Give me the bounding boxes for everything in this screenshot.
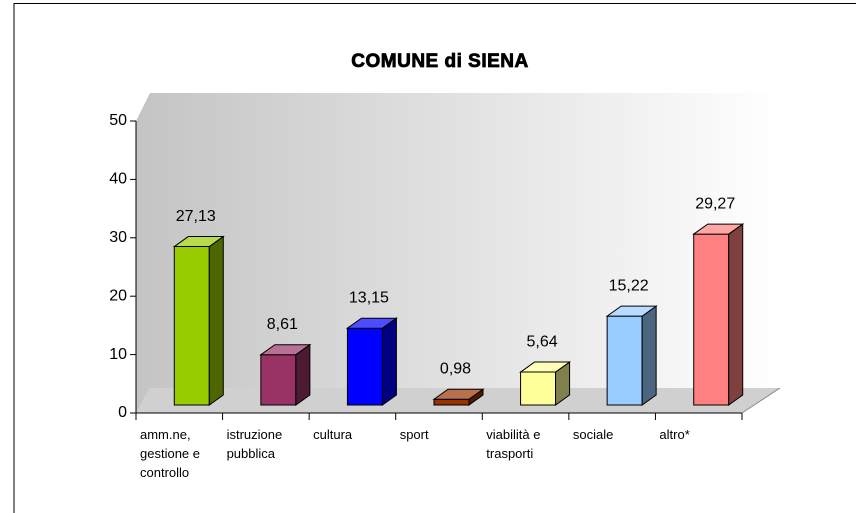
bar-face — [605, 305, 658, 317]
bar-face — [208, 235, 224, 406]
x-tick-label: sociale — [572, 427, 614, 442]
value-label: 29,27 — [695, 195, 735, 212]
x-tick-label: istruzione pubblica — [226, 427, 283, 461]
bar — [432, 388, 485, 406]
y-tick-label: 40 — [109, 171, 127, 188]
bar-face — [606, 315, 643, 406]
bar — [692, 223, 745, 406]
x-tick-label: viabilità e trasporti — [486, 427, 541, 461]
bar-face — [346, 327, 383, 406]
y-tick-label: 50 — [109, 112, 127, 129]
bar — [172, 235, 225, 406]
bar — [345, 317, 398, 406]
value-label: 5,64 — [527, 333, 558, 350]
bar-face — [433, 398, 470, 406]
x-tick-label: altro* — [659, 427, 690, 442]
bar — [605, 305, 658, 406]
bar-face — [260, 354, 297, 406]
y-tick-label: 30 — [109, 229, 127, 246]
y-tick-label: 10 — [109, 346, 127, 363]
floor-edge — [741, 387, 781, 414]
x-tick-label: amm.ne, gestione e controllo — [140, 427, 200, 480]
chart-title: COMUNE di SIENA — [351, 51, 528, 72]
x-tick-label: sport — [399, 427, 429, 442]
bar-face — [432, 388, 485, 400]
bar-face — [641, 305, 657, 406]
bar-face — [692, 223, 745, 235]
bar — [519, 361, 572, 406]
value-label: 27,13 — [176, 208, 216, 225]
bar — [259, 343, 312, 406]
bar-face — [693, 233, 730, 406]
value-label: 15,22 — [609, 277, 649, 294]
y-tick-label: 0 — [118, 404, 127, 421]
bar-face — [519, 361, 572, 373]
bar-face — [259, 344, 312, 356]
value-label: 0,98 — [440, 360, 471, 377]
value-label: 13,15 — [349, 289, 389, 306]
bar-face — [381, 317, 397, 406]
frame — [13, 3, 856, 513]
bar-face — [728, 223, 744, 406]
bar-face — [520, 371, 557, 406]
bar-face — [173, 246, 210, 406]
x-tick-label: cultura — [313, 427, 353, 442]
y-tick-label: 20 — [109, 287, 127, 304]
value-label: 8,61 — [267, 316, 298, 333]
bar-face — [172, 236, 225, 248]
bar-face — [345, 317, 398, 329]
